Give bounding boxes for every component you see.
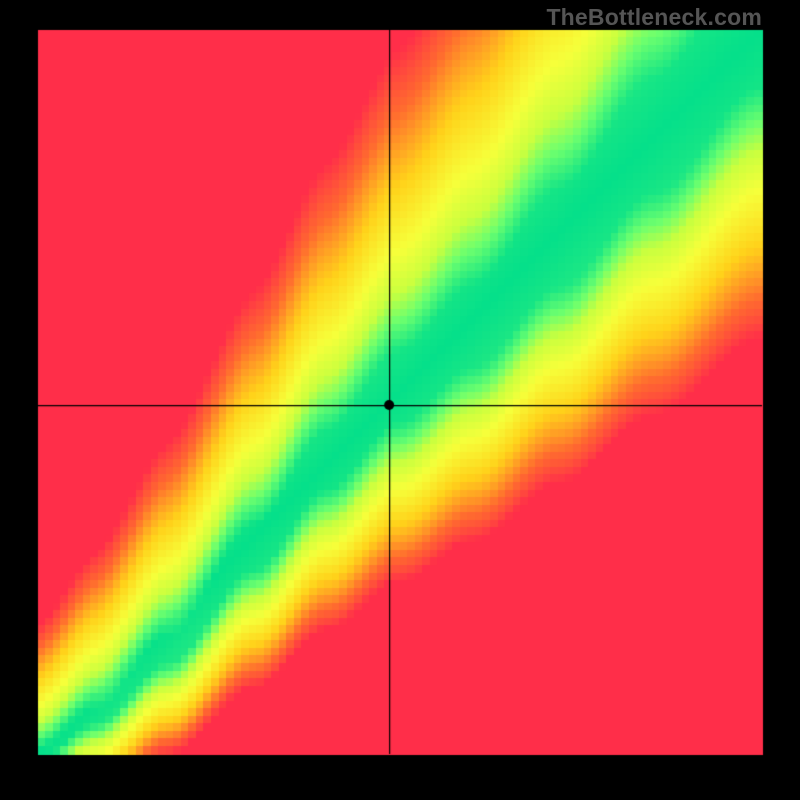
bottleneck-heatmap <box>0 0 800 800</box>
watermark-text: TheBottleneck.com <box>546 4 762 31</box>
